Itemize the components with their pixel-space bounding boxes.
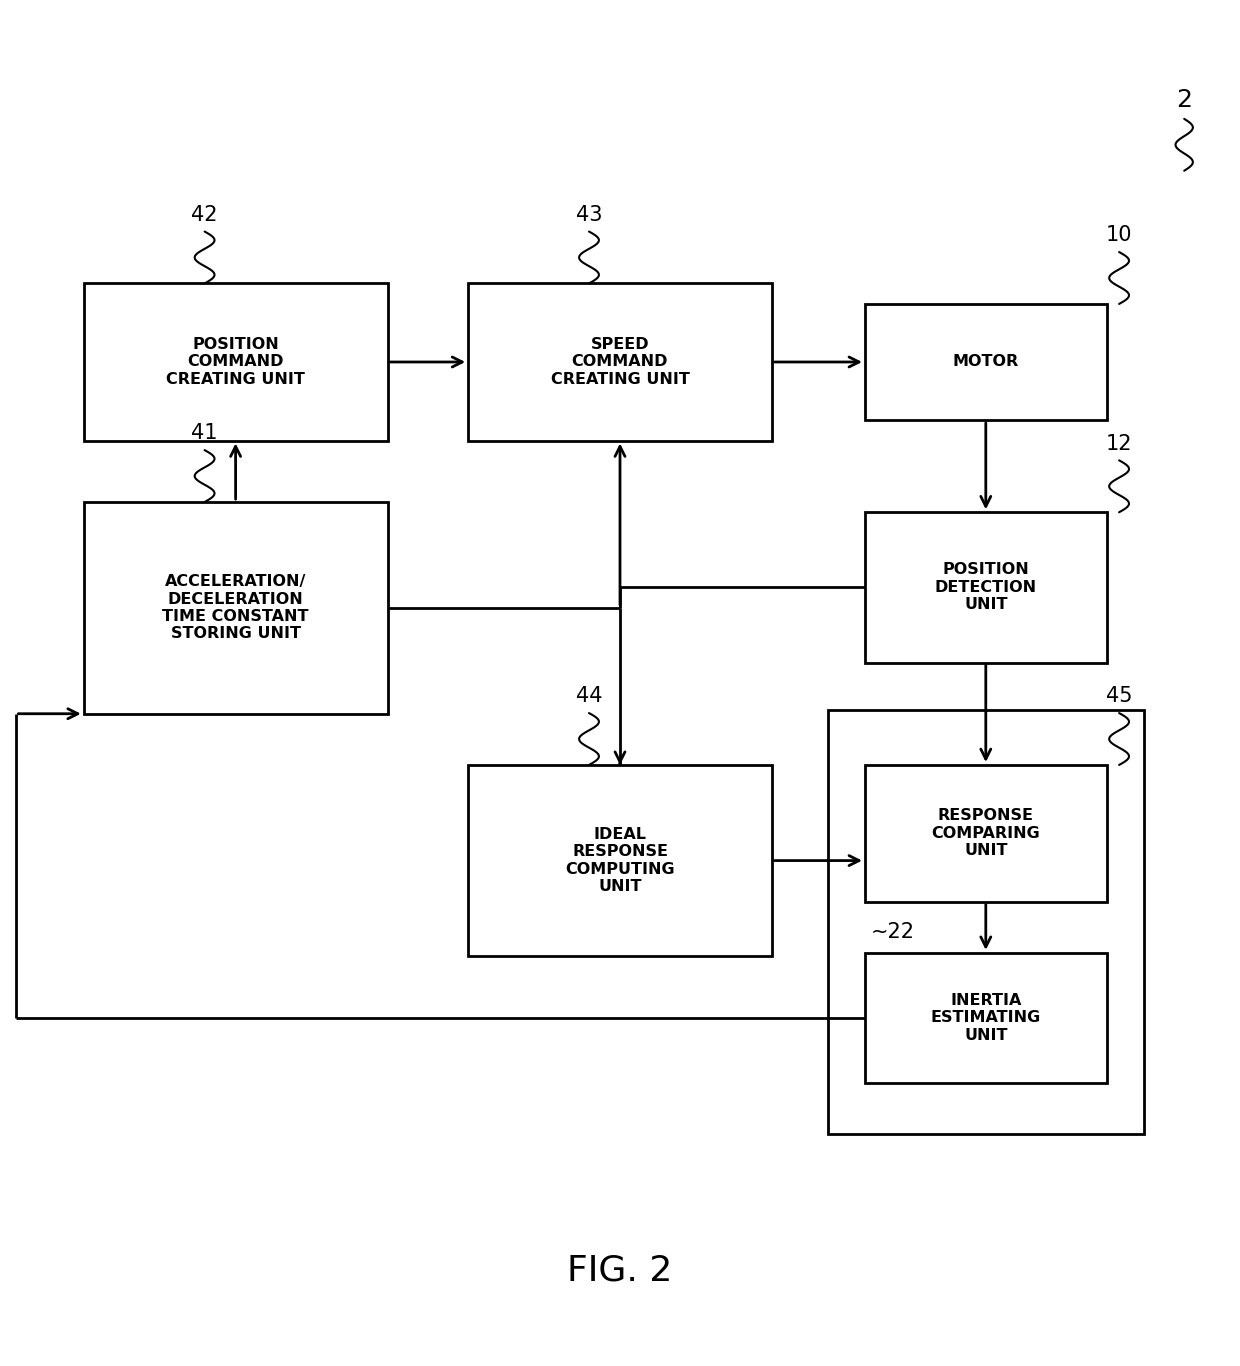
Text: 10: 10 (1106, 225, 1132, 245)
Bar (866, 303, 1107, 421)
Bar (469, 765, 771, 956)
Bar (84, 283, 387, 440)
Text: 44: 44 (575, 686, 603, 706)
Text: POSITION
DETECTION
UNIT: POSITION DETECTION UNIT (935, 563, 1037, 612)
Bar (828, 710, 1143, 1134)
Bar (866, 512, 1107, 663)
Text: INERTIA
ESTIMATING
UNIT: INERTIA ESTIMATING UNIT (931, 993, 1040, 1042)
Bar (866, 765, 1107, 902)
Text: ACCELERATION/
DECELERATION
TIME CONSTANT
STORING UNIT: ACCELERATION/ DECELERATION TIME CONSTANT… (162, 574, 309, 642)
Bar (469, 283, 771, 440)
Text: 12: 12 (1106, 433, 1132, 454)
Bar (84, 501, 387, 713)
Text: 41: 41 (191, 423, 218, 443)
Text: POSITION
COMMAND
CREATING UNIT: POSITION COMMAND CREATING UNIT (166, 337, 305, 387)
Text: ~22: ~22 (870, 922, 915, 943)
Text: MOTOR: MOTOR (952, 355, 1019, 369)
Bar (866, 953, 1107, 1082)
Text: IDEAL
RESPONSE
COMPUTING
UNIT: IDEAL RESPONSE COMPUTING UNIT (565, 826, 675, 895)
Text: 2: 2 (1177, 87, 1192, 112)
Text: 43: 43 (575, 205, 603, 224)
Text: FIG. 2: FIG. 2 (568, 1254, 672, 1287)
Text: SPEED
COMMAND
CREATING UNIT: SPEED COMMAND CREATING UNIT (551, 337, 689, 387)
Text: 45: 45 (1106, 686, 1132, 706)
Text: RESPONSE
COMPARING
UNIT: RESPONSE COMPARING UNIT (931, 809, 1040, 858)
Text: 42: 42 (191, 205, 218, 224)
